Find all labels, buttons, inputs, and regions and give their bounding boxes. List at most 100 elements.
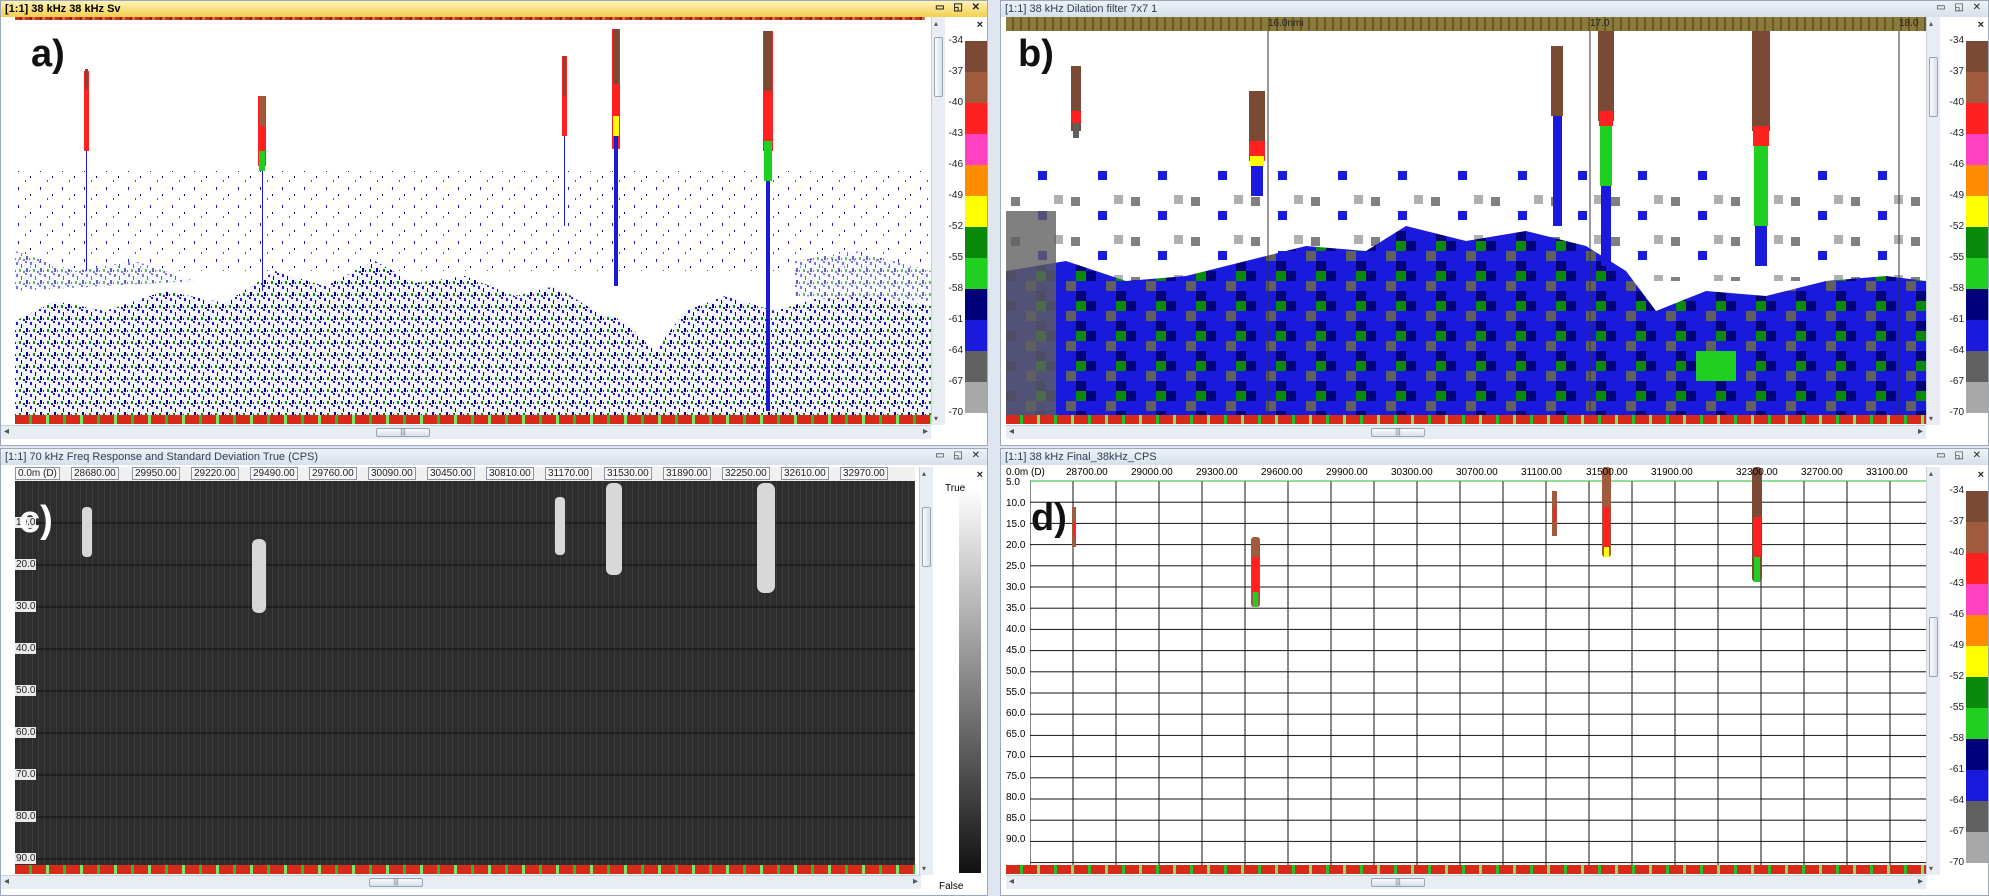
x-axis-label: 29000.00 [1131, 467, 1173, 478]
fish-school-4 [1602, 467, 1611, 557]
panel-b-horizontal-scrollbar[interactable]: ◂ ||| ▸ [1006, 425, 1926, 439]
y-axis-label: 80.0 [1006, 792, 1026, 803]
color-scale-tick: -40 [1949, 547, 1964, 558]
fish-school-5 [1752, 467, 1762, 582]
fish-school-3 [562, 56, 567, 226]
y-axis-label: 90.0 [15, 853, 37, 864]
panel-c-plot-svg [15, 481, 915, 867]
scroll-thumb[interactable] [934, 37, 943, 97]
scroll-down-icon[interactable]: ▾ [922, 864, 927, 873]
panel-c-plot[interactable]: 0.0m (D) 28680.00 29950.00 29220.00 2949… [15, 467, 915, 867]
panel-b-vertical-scrollbar[interactable]: ▴ ▾ [1926, 17, 1940, 425]
window-buttons[interactable]: ▭ ◱ ✕ [935, 450, 983, 461]
panel-c-titlebar[interactable]: [1:1] 70 kHz Freq Response and Standard … [1, 449, 987, 465]
color-scale-tick: -43 [1949, 128, 1964, 139]
color-scale-tick: -34 [948, 35, 963, 46]
panel-a-echogram[interactable] [15, 21, 931, 419]
close-icon[interactable]: × [976, 469, 983, 481]
color-scale-swatch [1966, 491, 1988, 522]
color-scale-swatch [1966, 103, 1988, 134]
fish-school-4 [1598, 31, 1614, 266]
scroll-left-icon[interactable]: ◂ [4, 426, 10, 437]
close-icon[interactable]: × [976, 19, 983, 31]
color-scale-swatch [965, 41, 987, 72]
color-scale-swatch [1966, 677, 1988, 708]
y-axis-label: 70.0 [15, 769, 37, 780]
panel-a-titlebar[interactable]: [1:1] 38 kHz 38 kHz Sv ▭ ◱ ✕ [1, 1, 987, 17]
panel-b-label: b) [1018, 33, 1054, 75]
panel-b-echogram[interactable] [1006, 31, 1926, 419]
window-buttons[interactable]: ▭ ◱ ✕ [1936, 450, 1984, 461]
y-axis-label: 75.0 [1006, 771, 1026, 782]
x-axis-label: 31500.00 [1586, 467, 1628, 478]
color-scale-tick: -52 [1949, 671, 1964, 682]
color-scale-tick: -46 [948, 159, 963, 170]
window-buttons[interactable]: ▭ ◱ ✕ [1936, 2, 1984, 13]
y-axis-label: 40.0 [15, 643, 37, 654]
scroll-thumb[interactable] [922, 507, 931, 567]
scroll-right-icon[interactable]: ▸ [922, 426, 928, 437]
window-buttons[interactable]: ▭ ◱ ✕ [935, 2, 983, 13]
scroll-thumb[interactable]: ||| [1371, 428, 1425, 437]
panel-c-horizontal-scrollbar[interactable]: ◂ ||| ▸ [1, 875, 921, 889]
fish-school-4 [606, 483, 622, 575]
scroll-right-icon[interactable]: ▸ [1917, 876, 1923, 887]
panel-d-vertical-scrollbar[interactable]: ▴ ▾ [1926, 467, 1940, 875]
scroll-right-icon[interactable]: ▸ [912, 876, 918, 887]
scroll-thumb[interactable]: ||| [376, 428, 430, 437]
close-icon[interactable]: × [1977, 469, 1984, 481]
y-axis-labels: 5.0 10.0 15.0 20.0 25.0 30.0 35.0 40.0 4… [1006, 467, 1030, 867]
color-scale-swatch [1966, 584, 1988, 615]
color-scale-tick: -55 [948, 252, 963, 263]
x-axis-label: 32700.00 [1801, 467, 1843, 478]
color-scale-tick: -61 [948, 314, 963, 325]
scroll-thumb[interactable] [1929, 57, 1938, 117]
scroll-thumb[interactable]: ||| [369, 878, 423, 887]
color-scale-swatch [965, 72, 987, 103]
y-axis-label: 55.0 [1006, 687, 1026, 698]
scroll-up-icon[interactable]: ▴ [922, 469, 927, 478]
color-scale-swatch [1966, 739, 1988, 770]
scroll-down-icon[interactable]: ▾ [934, 414, 939, 423]
color-scale-tick: -64 [1949, 795, 1964, 806]
x-axis-label: 29760.00 [309, 467, 357, 480]
color-scale-swatch [965, 165, 987, 196]
color-scale-swatch [1966, 522, 1988, 553]
close-icon[interactable]: × [1977, 19, 1984, 31]
fish-school-5 [757, 483, 775, 593]
color-scale-swatch [1966, 646, 1988, 677]
panel-c-vertical-scrollbar[interactable]: ▴ ▾ [919, 467, 933, 875]
scroll-thumb[interactable]: ||| [1371, 878, 1425, 887]
y-axis-label: 50.0 [1006, 666, 1026, 677]
color-scale-swatch [965, 196, 987, 227]
scroll-down-icon[interactable]: ▾ [1929, 414, 1934, 423]
scroll-left-icon[interactable]: ◂ [1009, 876, 1015, 887]
scroll-up-icon[interactable]: ▴ [1929, 19, 1934, 28]
classified-schools [1072, 467, 1762, 607]
x-axis-label: 30700.00 [1456, 467, 1498, 478]
color-scale-swatch [1966, 41, 1988, 72]
y-axis-label: 40.0 [1006, 624, 1026, 635]
scroll-up-icon[interactable]: ▴ [934, 19, 939, 28]
panel-d-titlebar[interactable]: [1:1] 38 kHz Final_38kHz_CPS ▭ ◱ ✕ [1001, 449, 1988, 465]
x-axis-label: 32970.00 [840, 467, 888, 480]
scroll-thumb[interactable] [1929, 617, 1938, 677]
panel-d-plot[interactable]: 0.0m (D) 28700.00 29000.00 29300.00 2960… [1006, 467, 1926, 867]
x-axis-label: 30300.00 [1391, 467, 1433, 478]
color-scale-tick: -64 [1949, 345, 1964, 356]
scroll-down-icon[interactable]: ▾ [1929, 864, 1934, 873]
panel-c-title: [1:1] 70 kHz Freq Response and Standard … [5, 451, 319, 463]
color-scale-tick: -49 [948, 190, 963, 201]
scroll-right-icon[interactable]: ▸ [1917, 426, 1923, 437]
boolean-legend: × True False [937, 467, 987, 895]
panel-a-vertical-scrollbar[interactable]: ▴ ▾ [931, 17, 945, 425]
x-axis-label: 29490.00 [250, 467, 298, 480]
panel-b-titlebar[interactable]: [1:1] 38 kHz Dilation filter 7x7 1 ▭ ◱ ✕ [1001, 1, 1988, 17]
scroll-left-icon[interactable]: ◂ [1009, 426, 1015, 437]
color-scale-swatch [1966, 134, 1988, 165]
panel-a-horizontal-scrollbar[interactable]: ◂ ||| ▸ [1, 425, 931, 439]
scroll-up-icon[interactable]: ▴ [1929, 469, 1934, 478]
panel-d-label: d) [1031, 497, 1067, 539]
scroll-left-icon[interactable]: ◂ [4, 876, 10, 887]
panel-d-horizontal-scrollbar[interactable]: ◂ ||| ▸ [1006, 875, 1926, 889]
